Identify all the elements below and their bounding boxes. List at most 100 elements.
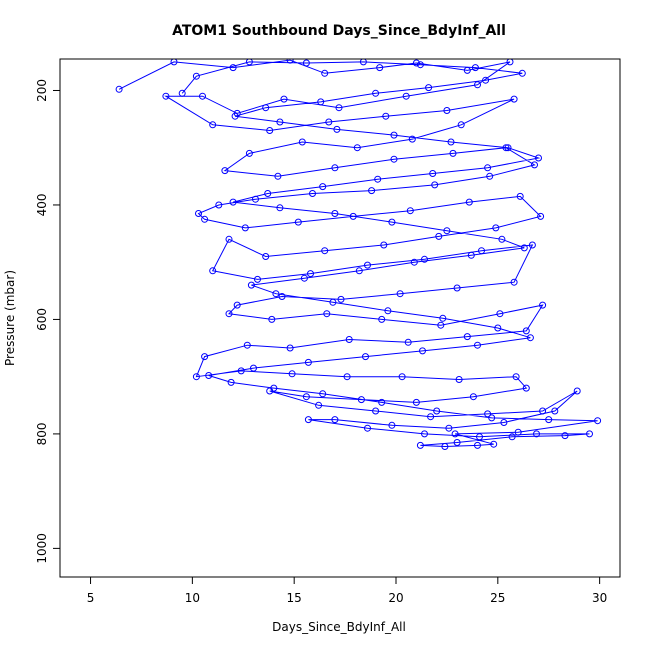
- data-point: [300, 274, 308, 282]
- data-point: [321, 247, 329, 255]
- y-tick-label: 1000: [35, 533, 49, 564]
- data-point: [321, 69, 329, 77]
- data-point: [419, 347, 426, 355]
- data-point: [522, 384, 530, 392]
- data-point: [274, 172, 282, 180]
- data-point: [474, 441, 481, 449]
- data-point: [195, 210, 202, 217]
- data-point: [486, 172, 494, 180]
- data-point: [245, 59, 253, 66]
- data-point: [325, 118, 333, 126]
- data-point: [467, 251, 475, 259]
- data-point: [463, 333, 471, 341]
- data-point: [337, 295, 345, 303]
- data-point: [319, 183, 327, 191]
- data-point: [294, 218, 302, 226]
- data-point: [412, 398, 420, 406]
- data-point: [329, 298, 337, 306]
- data-point: [231, 112, 239, 120]
- data-point: [331, 164, 339, 172]
- data-point: [416, 61, 424, 69]
- data-point: [514, 428, 522, 436]
- data-point: [209, 267, 217, 275]
- data-point: [309, 190, 316, 197]
- data-point: [343, 373, 351, 381]
- data-point: [280, 95, 288, 103]
- data-point: [192, 72, 200, 80]
- data-point: [535, 154, 542, 162]
- data-point: [398, 373, 406, 381]
- y-axis: 200 400 600 800 1000: [35, 79, 61, 564]
- data-point: [545, 416, 553, 424]
- data-point: [388, 218, 396, 226]
- x-tick-label: 10: [185, 591, 200, 605]
- data-point: [476, 433, 483, 441]
- data-point: [500, 419, 508, 426]
- data-point: [270, 384, 278, 392]
- data-point: [463, 66, 471, 74]
- data-point: [443, 227, 451, 235]
- series-line: [118, 59, 598, 448]
- data-point: [506, 59, 514, 66]
- data-point: [522, 327, 530, 335]
- data-point: [262, 253, 270, 260]
- x-axis: 5 10 15 20 25 30: [87, 576, 607, 605]
- data-point: [364, 424, 371, 432]
- data-point: [221, 167, 229, 175]
- data-point: [272, 290, 280, 298]
- data-point: [404, 338, 412, 346]
- data-point: [388, 421, 396, 429]
- data-point: [345, 336, 353, 343]
- data-point: [551, 407, 559, 415]
- data-point: [520, 244, 528, 252]
- data-point: [488, 414, 496, 422]
- data-point: [471, 64, 479, 72]
- data-point: [469, 393, 477, 401]
- data-point: [474, 341, 481, 349]
- data-point: [353, 144, 361, 152]
- data-point: [421, 430, 428, 438]
- data-point: [416, 441, 424, 449]
- data-point: [245, 149, 253, 157]
- y-tick-label: 800: [35, 422, 49, 445]
- data-point: [474, 81, 481, 89]
- data-point: [435, 232, 443, 240]
- data-point: [490, 440, 498, 448]
- data-point: [516, 192, 524, 200]
- y-axis-label: Pressure (mbar): [3, 270, 17, 366]
- data-point: [431, 181, 439, 189]
- data-point: [390, 131, 398, 139]
- data-point: [539, 301, 547, 309]
- x-tick-label: 5: [87, 591, 95, 605]
- data-point: [227, 378, 235, 386]
- data-point: [518, 69, 526, 77]
- data-point: [449, 149, 457, 157]
- data-point: [201, 215, 209, 223]
- data-point: [380, 241, 388, 249]
- data-point: [254, 275, 261, 283]
- data-point: [455, 376, 463, 383]
- data-point: [205, 372, 213, 379]
- data-point: [250, 364, 257, 372]
- data-point: [225, 235, 233, 243]
- data-point: [396, 290, 404, 298]
- data-point: [533, 430, 540, 438]
- data-point: [162, 92, 170, 100]
- data-point: [359, 59, 367, 66]
- data-point: [537, 212, 545, 220]
- data-point: [333, 125, 341, 133]
- data-point: [286, 59, 294, 64]
- data-point: [421, 255, 428, 263]
- data-point: [298, 138, 306, 146]
- data-point: [539, 407, 547, 415]
- y-tick-label: 400: [35, 194, 49, 217]
- data-point: [402, 92, 410, 100]
- data-point: [252, 195, 259, 203]
- data-point: [439, 314, 447, 322]
- data-point: [317, 98, 325, 106]
- data-point: [201, 353, 209, 361]
- x-tick-label: 15: [287, 591, 302, 605]
- data-point: [319, 390, 327, 398]
- data-point: [433, 407, 441, 415]
